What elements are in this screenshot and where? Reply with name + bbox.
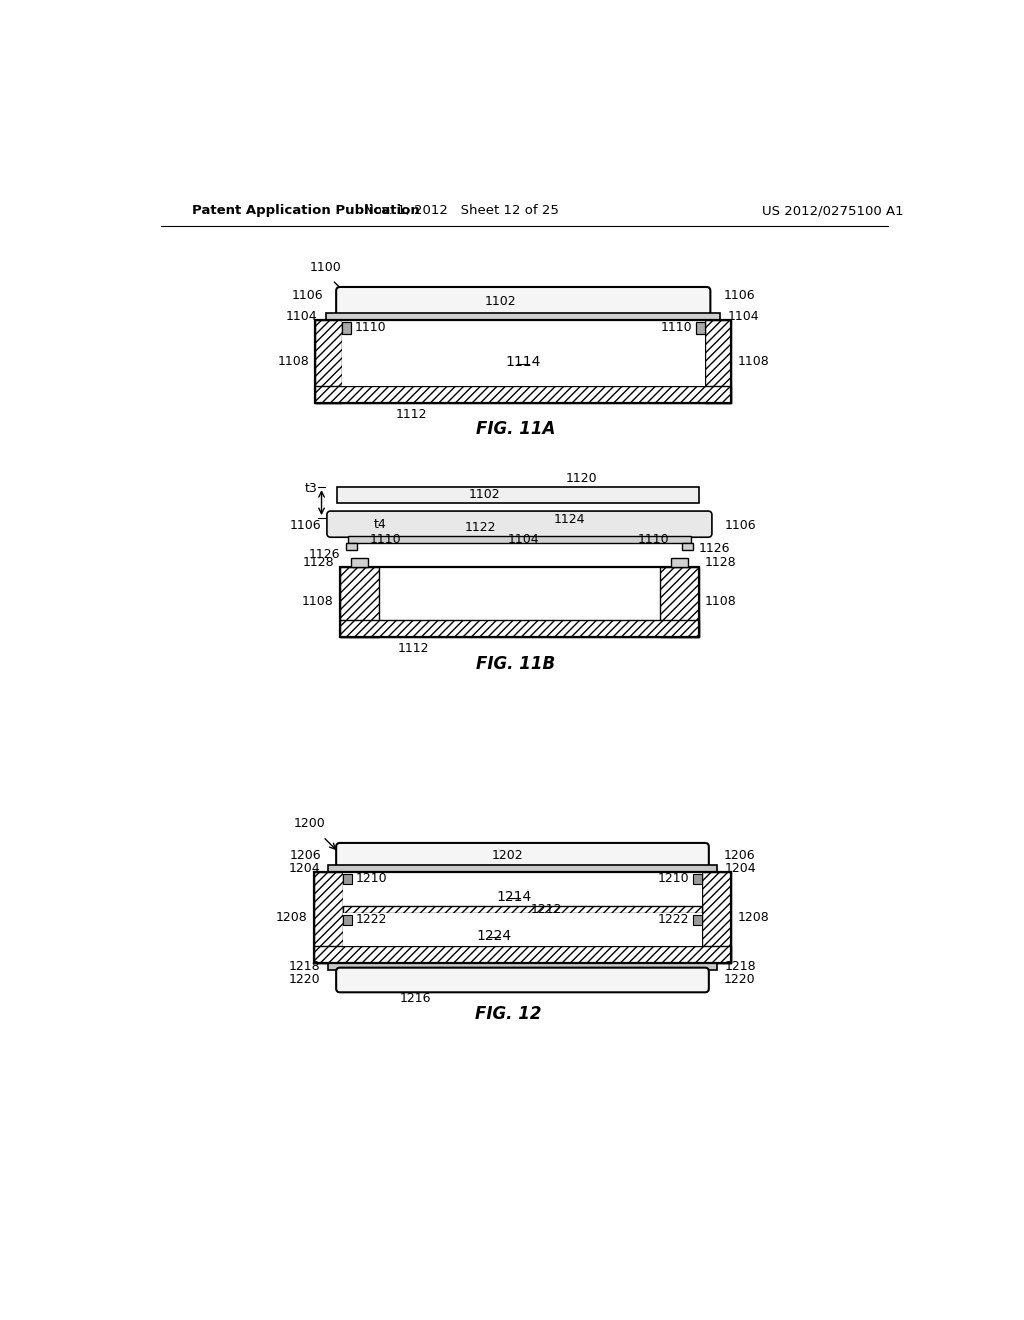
Bar xyxy=(351,558,368,566)
Bar xyxy=(340,566,379,638)
Text: 1102: 1102 xyxy=(469,488,501,502)
Text: 1124: 1124 xyxy=(554,513,585,527)
Text: 1112: 1112 xyxy=(397,642,429,655)
Bar xyxy=(343,915,352,924)
Bar xyxy=(343,873,701,906)
Text: 1104: 1104 xyxy=(508,533,539,546)
Bar xyxy=(343,906,701,913)
Bar xyxy=(342,321,705,387)
Bar xyxy=(315,321,342,404)
Text: US 2012/0275100 A1: US 2012/0275100 A1 xyxy=(762,205,903,218)
Text: 1208: 1208 xyxy=(737,911,769,924)
Bar xyxy=(705,321,731,404)
Text: 1110: 1110 xyxy=(354,321,386,334)
Text: 1104: 1104 xyxy=(727,310,759,323)
Bar xyxy=(701,873,731,964)
Text: 1128: 1128 xyxy=(705,556,736,569)
Text: 1204: 1204 xyxy=(289,862,319,875)
Bar xyxy=(346,544,357,549)
Text: 1102: 1102 xyxy=(484,296,516,308)
Bar xyxy=(342,322,351,334)
Text: 1126: 1126 xyxy=(698,541,730,554)
Bar xyxy=(343,874,352,884)
Bar xyxy=(326,313,720,321)
Text: 1210: 1210 xyxy=(355,873,387,886)
Bar xyxy=(695,322,705,334)
Text: 1206: 1206 xyxy=(724,849,755,862)
Text: 1208: 1208 xyxy=(275,911,307,924)
FancyBboxPatch shape xyxy=(336,843,709,867)
Text: 1106: 1106 xyxy=(290,519,322,532)
Text: 1222: 1222 xyxy=(355,913,387,927)
Text: 1200: 1200 xyxy=(294,817,326,830)
Text: 1108: 1108 xyxy=(278,355,309,368)
Bar xyxy=(692,874,701,884)
FancyBboxPatch shape xyxy=(336,286,711,317)
Text: 1108: 1108 xyxy=(302,595,334,609)
Bar xyxy=(660,566,698,638)
Text: 1104: 1104 xyxy=(286,310,317,323)
Text: 1218: 1218 xyxy=(289,960,319,973)
Text: Patent Application Publication: Patent Application Publication xyxy=(193,205,420,218)
Bar xyxy=(328,964,717,970)
Text: 1222: 1222 xyxy=(658,913,689,927)
Text: t4: t4 xyxy=(374,517,387,531)
Text: 1106: 1106 xyxy=(292,289,323,302)
Text: 1122: 1122 xyxy=(465,520,497,533)
Bar xyxy=(337,487,698,503)
Text: 1110: 1110 xyxy=(638,533,670,546)
Text: 1128: 1128 xyxy=(302,556,334,569)
Text: 1218: 1218 xyxy=(725,960,757,973)
Text: FIG. 12: FIG. 12 xyxy=(474,1005,541,1023)
Bar xyxy=(328,866,717,873)
Text: 1100: 1100 xyxy=(309,261,341,275)
Bar xyxy=(315,387,731,404)
Text: 1204: 1204 xyxy=(725,862,757,875)
Bar xyxy=(340,566,698,638)
Text: 1212: 1212 xyxy=(530,903,562,916)
Text: 1110: 1110 xyxy=(660,321,692,334)
Text: 1106: 1106 xyxy=(725,519,757,532)
Text: 1214: 1214 xyxy=(497,890,531,904)
Text: 1106: 1106 xyxy=(724,289,755,302)
Text: 1108: 1108 xyxy=(737,355,769,368)
Text: 1120: 1120 xyxy=(565,473,597,486)
Bar xyxy=(682,544,692,549)
Bar xyxy=(343,913,701,946)
Text: t3: t3 xyxy=(305,482,317,495)
Text: FIG. 11B: FIG. 11B xyxy=(476,655,555,672)
Bar xyxy=(313,873,731,964)
Text: 1210: 1210 xyxy=(658,873,689,886)
Text: 1202: 1202 xyxy=(493,849,523,862)
Text: 1112: 1112 xyxy=(395,408,427,421)
Text: FIG. 11A: FIG. 11A xyxy=(476,421,555,438)
FancyBboxPatch shape xyxy=(327,511,712,537)
Text: Nov. 1, 2012   Sheet 12 of 25: Nov. 1, 2012 Sheet 12 of 25 xyxy=(365,205,559,218)
Bar xyxy=(313,873,343,964)
Text: 1108: 1108 xyxy=(705,595,736,609)
Text: 1224: 1224 xyxy=(476,929,512,942)
Bar xyxy=(315,321,731,404)
Bar xyxy=(348,536,691,544)
FancyBboxPatch shape xyxy=(336,968,709,993)
Bar xyxy=(340,620,698,638)
Text: 1220: 1220 xyxy=(289,973,319,986)
Bar xyxy=(671,558,688,566)
Text: 1206: 1206 xyxy=(290,849,322,862)
Text: 1126: 1126 xyxy=(308,548,340,561)
Bar xyxy=(692,915,701,924)
Text: 1110: 1110 xyxy=(370,533,400,546)
Bar xyxy=(313,946,731,964)
Text: 1216: 1216 xyxy=(399,991,431,1005)
Text: 1220: 1220 xyxy=(724,973,755,986)
Text: 1114: 1114 xyxy=(506,355,541,370)
